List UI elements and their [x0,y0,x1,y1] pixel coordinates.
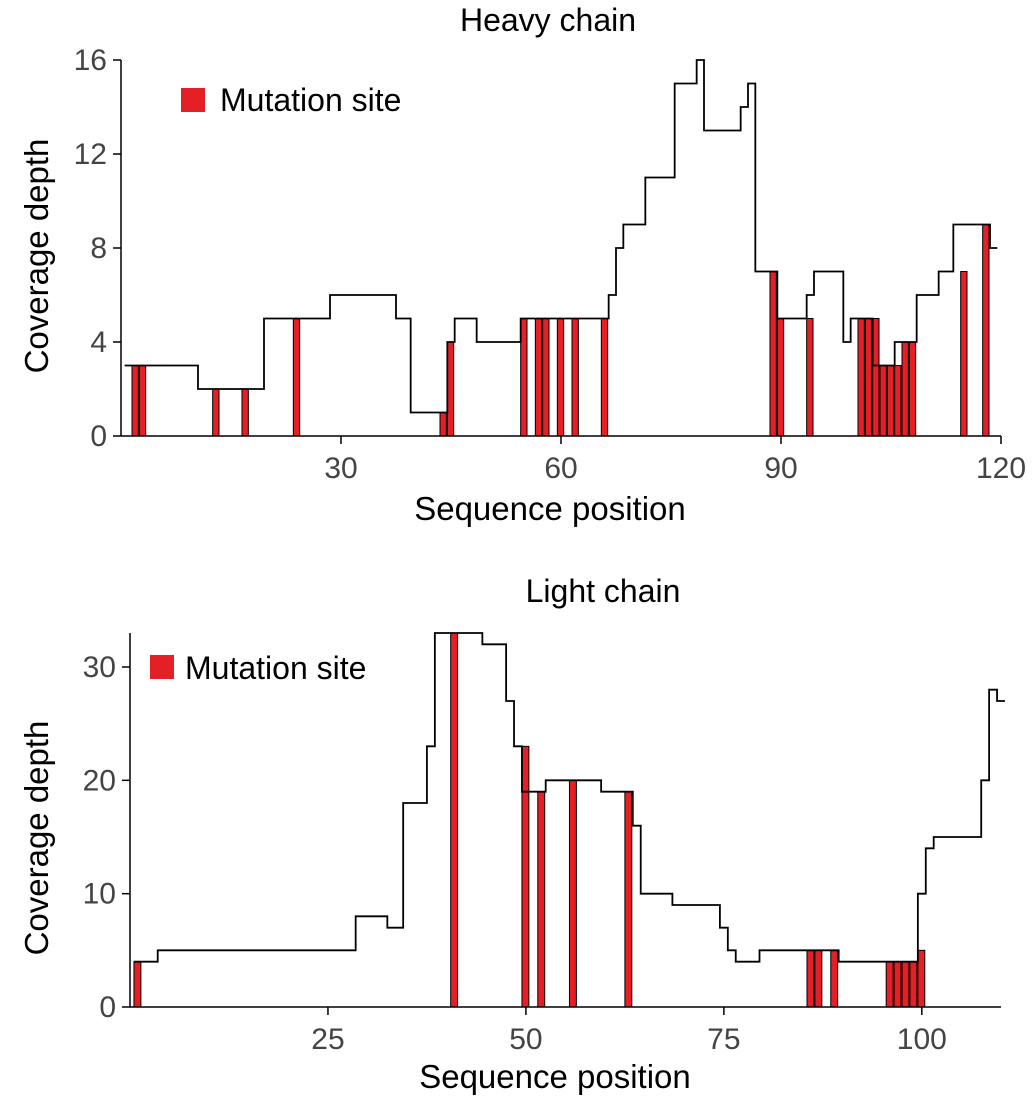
light-chain-mutation-bar [901,961,910,1008]
light-chain-mutation-bar [450,632,459,1008]
heavy-chain-y-tick-label: 12 [74,138,107,171]
heavy-chain-mutation-bar [901,341,909,437]
heavy-chain-y-tick-label: 16 [74,44,107,77]
light-chain-legend: Mutation site [150,650,366,686]
light-chain-x-tick-label: 100 [897,1023,947,1056]
heavy-chain-mutation-bar [212,388,220,437]
light-chain-y-tick-label: 20 [83,764,116,797]
heavy-chain-x-tick-label: 60 [544,452,577,485]
heavy-chain-mutation-bars [131,224,990,437]
light-chain-mutation-bar [133,961,142,1008]
heavy-chain-mutation-bar [600,318,609,437]
heavy-chain-y-tick-label: 0 [90,420,107,453]
heavy-chain-mutation-bar [131,365,139,437]
heavy-chain-y-axis-label: Coverage depth [18,139,55,374]
light-chain-x-tick-label: 25 [311,1023,344,1056]
light-chain-mutation-bar [830,949,839,1008]
heavy-chain-x-ticks: 30 60 90 120 [324,436,1026,485]
heavy-chain-x-tick-label: 120 [976,452,1026,485]
heavy-chain-x-tick-label: 30 [324,452,357,485]
light-chain-x-ticks: 25 50 75 100 [311,1007,947,1056]
heavy-chain-y-ticks: 0 4 8 12 16 [74,44,121,453]
heavy-chain-panel: Heavy chain 0 4 8 12 16 30 60 90 120 Sequence p… [18,2,1026,527]
light-chain-legend-swatch [150,655,174,679]
heavy-chain-mutation-bar [241,388,249,437]
light-chain-mutation-bar [893,961,902,1008]
heavy-chain-mutation-bar [556,318,565,437]
light-chain-coverage-line [133,632,1005,963]
heavy-chain-mutation-bar [446,341,455,437]
heavy-chain-mutation-bar [806,318,814,437]
heavy-chain-title: Heavy chain [460,2,636,38]
light-chain-mutation-bar [521,745,530,1008]
light-chain-y-tick-label: 30 [83,651,116,684]
heavy-chain-mutation-bar [886,365,895,437]
heavy-chain-mutation-bar [879,365,887,437]
heavy-chain-mutation-bar [776,318,785,437]
light-chain-mutation-bar [814,949,823,1008]
heavy-chain-mutation-bar [960,271,968,437]
heavy-chain-mutation-bar [542,318,550,437]
light-chain-mutation-bars [133,632,926,1008]
light-chain-mutation-bar [806,949,815,1008]
light-chain-y-tick-label: 10 [83,878,116,911]
light-chain-panel: Light chain 0 10 20 30 25 50 75 100 Sequence p… [18,573,1005,1095]
light-chain-y-ticks: 0 10 20 30 [83,651,130,1024]
light-chain-mutation-bar [537,791,546,1008]
light-chain-mutation-bar [568,779,577,1008]
light-chain-mutation-bar [624,791,633,1008]
heavy-chain-mutation-bar [571,318,579,437]
heavy-chain-y-tick-label: 4 [90,326,107,359]
heavy-chain-x-axis-label: Sequence position [414,490,686,527]
light-chain-y-tick-label: 0 [99,991,116,1024]
light-chain-x-tick-label: 75 [707,1023,740,1056]
light-chain-x-axis-label: Sequence position [419,1058,691,1095]
light-chain-mutation-bar [909,961,918,1008]
heavy-chain-mutation-bar [292,318,301,437]
heavy-chain-mutation-bar [769,271,777,437]
heavy-chain-mutation-bar [520,318,528,437]
light-chain-mutation-bar [917,949,926,1008]
heavy-chain-mutation-bar [857,318,865,437]
heavy-chain-mutation-bar [894,365,902,437]
heavy-chain-mutation-bar [864,318,873,437]
light-chain-legend-label: Mutation site [185,650,366,686]
heavy-chain-mutation-bar [138,365,147,437]
heavy-chain-legend: Mutation site [181,82,401,118]
heavy-chain-legend-swatch [181,88,205,112]
heavy-chain-mutation-bar [439,412,447,437]
light-chain-x-tick-label: 50 [509,1023,542,1056]
heavy-chain-mutation-bar [908,341,917,437]
heavy-chain-legend-label: Mutation site [220,82,401,118]
heavy-chain-y-tick-label: 8 [90,232,107,265]
heavy-chain-mutation-bar [534,318,543,437]
light-chain-y-axis-label: Coverage depth [18,721,55,956]
light-chain-mutation-bar [885,961,894,1008]
light-chain-title: Light chain [526,573,681,609]
heavy-chain-x-tick-label: 90 [764,452,797,485]
heavy-chain-mutation-bar [872,318,880,437]
heavy-chain-mutation-bar [982,224,990,437]
heavy-chain-coverage-line [124,59,998,414]
